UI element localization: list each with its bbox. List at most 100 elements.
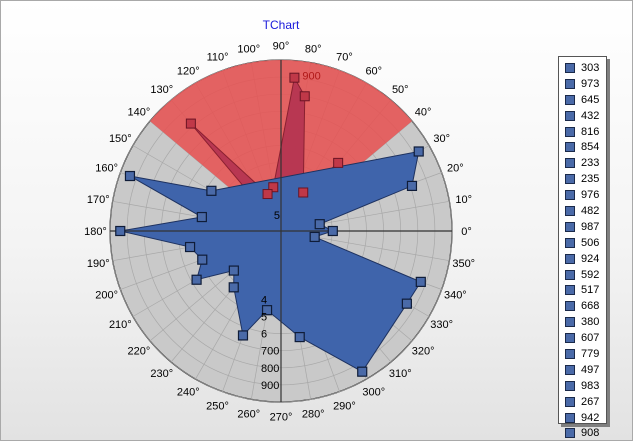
series1-point	[197, 254, 208, 265]
series1-point	[413, 146, 424, 157]
series2-point	[289, 72, 300, 83]
legend-swatch	[565, 253, 575, 264]
chart-title: TChart	[263, 18, 300, 32]
legend-swatch	[565, 205, 575, 216]
angle-label: 140°	[127, 107, 150, 119]
legend-item: 924	[565, 251, 606, 267]
legend-label: 645	[581, 93, 600, 106]
legend-item: 506	[565, 235, 606, 251]
legend-item: 497	[565, 362, 606, 378]
legend-swatch	[565, 412, 575, 423]
angle-label: 10°	[455, 194, 472, 206]
series1-point	[406, 180, 418, 192]
legend-label: 973	[581, 77, 600, 90]
legend-label: 517	[581, 284, 600, 297]
legend-swatch	[565, 126, 575, 137]
series1-point	[261, 305, 273, 316]
angle-label: 130°	[150, 84, 173, 96]
series2-point	[333, 157, 344, 168]
legend-label: 668	[581, 300, 600, 313]
angle-label: 120°	[177, 65, 200, 77]
legend-swatch	[565, 221, 575, 232]
legend-item: 235	[565, 171, 606, 187]
legend-item: 482	[565, 203, 606, 219]
angle-label: 280°	[302, 409, 325, 421]
series1-point	[184, 241, 196, 253]
angle-label: 200°	[95, 289, 118, 301]
angle-label: 30°	[433, 133, 450, 145]
series1-point	[294, 331, 305, 343]
legend-swatch	[565, 333, 575, 344]
legend-item: 267	[565, 394, 606, 410]
series1-point	[196, 211, 207, 223]
series1-point	[314, 219, 325, 230]
legend-item: 976	[565, 187, 606, 203]
angle-label: 100°	[237, 43, 260, 55]
legend-item: 987	[565, 219, 606, 235]
legend-item: 645	[565, 92, 606, 108]
radius-label-90: 900	[302, 71, 320, 83]
legend-swatch	[565, 364, 575, 375]
angle-label: 0°	[461, 226, 472, 238]
angle-label: 320°	[412, 345, 435, 357]
legend-label: 303	[581, 61, 600, 74]
legend-label: 779	[581, 347, 600, 360]
legend-label: 983	[581, 379, 600, 392]
legend-item: 942	[565, 410, 606, 426]
angle-label: 310°	[389, 368, 412, 380]
radius-label: 6	[261, 329, 267, 341]
series2-point	[268, 182, 279, 193]
angle-label: 60°	[365, 65, 382, 77]
legend-item: 592	[565, 267, 606, 283]
angle-label: 240°	[177, 387, 200, 399]
legend-label: 924	[581, 252, 600, 265]
legend-label: 432	[581, 109, 600, 122]
legend-label: 267	[581, 395, 600, 408]
series1-point	[124, 170, 136, 182]
angle-label: 40°	[415, 107, 432, 119]
series1-point	[357, 366, 368, 377]
legend-label: 506	[581, 236, 600, 249]
legend-item: 517	[565, 282, 606, 298]
legend-label: 908	[581, 427, 600, 440]
series1-point	[327, 225, 338, 237]
legend-item: 983	[565, 378, 606, 394]
legend-item: 973	[565, 76, 606, 92]
angle-label: 290°	[333, 400, 356, 412]
series2-point	[262, 189, 273, 200]
series1-point	[401, 298, 412, 309]
angle-label: 300°	[362, 387, 385, 399]
legend: 303 973 645 432 816 854 233 235 976 482 987 506 924 5…	[558, 56, 607, 439]
series2-point	[185, 118, 196, 129]
legend-label: 497	[581, 363, 600, 376]
angle-label: 20°	[447, 163, 464, 175]
angle-label: 210°	[109, 319, 132, 331]
series1-point	[206, 185, 217, 196]
legend-swatch	[565, 237, 575, 248]
legend-swatch	[565, 78, 575, 89]
legend-swatch	[565, 380, 575, 391]
legend-swatch	[565, 142, 575, 153]
legend-label: 607	[581, 332, 600, 345]
series1-point	[191, 274, 202, 285]
angle-label: 350°	[452, 258, 475, 270]
series1-point	[309, 231, 320, 243]
radius-label: 900	[261, 380, 279, 392]
legend-swatch	[565, 174, 575, 185]
angle-label: 330°	[430, 319, 453, 331]
angle-label: 90°	[273, 40, 290, 52]
series2-point	[298, 187, 309, 198]
legend-swatch	[565, 62, 575, 73]
series1-point	[228, 282, 239, 293]
angle-label: 150°	[109, 133, 132, 145]
radius-label-180: 5	[274, 210, 280, 222]
legend-label: 987	[581, 220, 600, 233]
angle-label: 230°	[150, 368, 173, 380]
angle-label: 110°	[207, 52, 229, 64]
series2-point	[299, 91, 310, 102]
legend-swatch	[565, 158, 575, 169]
radius-label: 800	[261, 363, 279, 375]
series1-point	[115, 225, 126, 237]
legend-label: 854	[581, 141, 600, 154]
